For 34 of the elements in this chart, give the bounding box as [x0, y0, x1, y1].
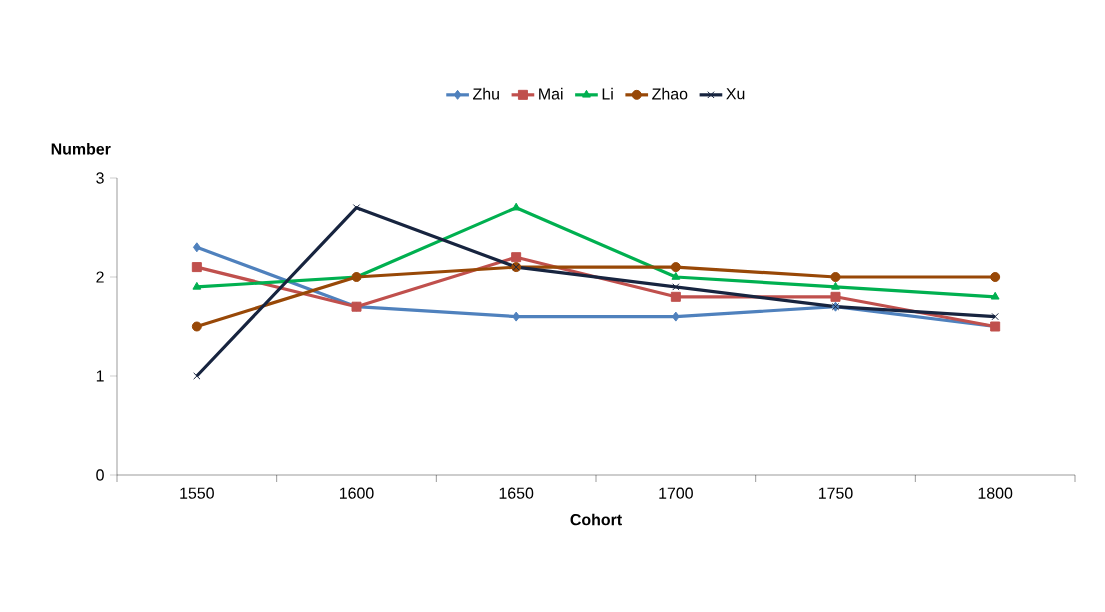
legend-label: Xu — [726, 88, 745, 100]
point — [672, 283, 680, 291]
point — [831, 281, 840, 290]
point — [191, 321, 202, 332]
x-tick-label: 1750 — [818, 487, 853, 499]
legend-label: Mai — [539, 87, 563, 100]
point — [670, 291, 681, 302]
x-tick-label: 1550 — [180, 487, 214, 499]
x-tick-label: 1650 — [499, 487, 534, 499]
point — [192, 242, 201, 253]
point — [670, 262, 681, 273]
point — [352, 204, 361, 212]
y-tick-label: 3 — [96, 172, 104, 184]
y-axis-title: Number — [51, 142, 111, 155]
point — [830, 291, 841, 302]
legend-label: Li — [602, 87, 613, 100]
x-tick-label: 1700 — [659, 487, 693, 499]
point — [511, 252, 522, 263]
x-tick-label: 1600 — [339, 487, 374, 499]
legend-label: Zhao — [652, 87, 688, 100]
y-tick-label: 2 — [96, 271, 104, 283]
y-tick-label: 0 — [96, 469, 104, 481]
point — [991, 312, 999, 321]
point — [193, 372, 201, 380]
point — [671, 272, 681, 280]
point — [990, 272, 1001, 282]
x-tick-label: 1800 — [978, 487, 1013, 499]
point — [990, 291, 1000, 300]
point — [830, 272, 841, 282]
legend-label: Zhu — [473, 87, 499, 100]
y-tick-label: 1 — [96, 370, 104, 382]
point — [192, 281, 202, 290]
point — [191, 262, 202, 273]
x-axis-title: Cohort — [570, 513, 622, 526]
